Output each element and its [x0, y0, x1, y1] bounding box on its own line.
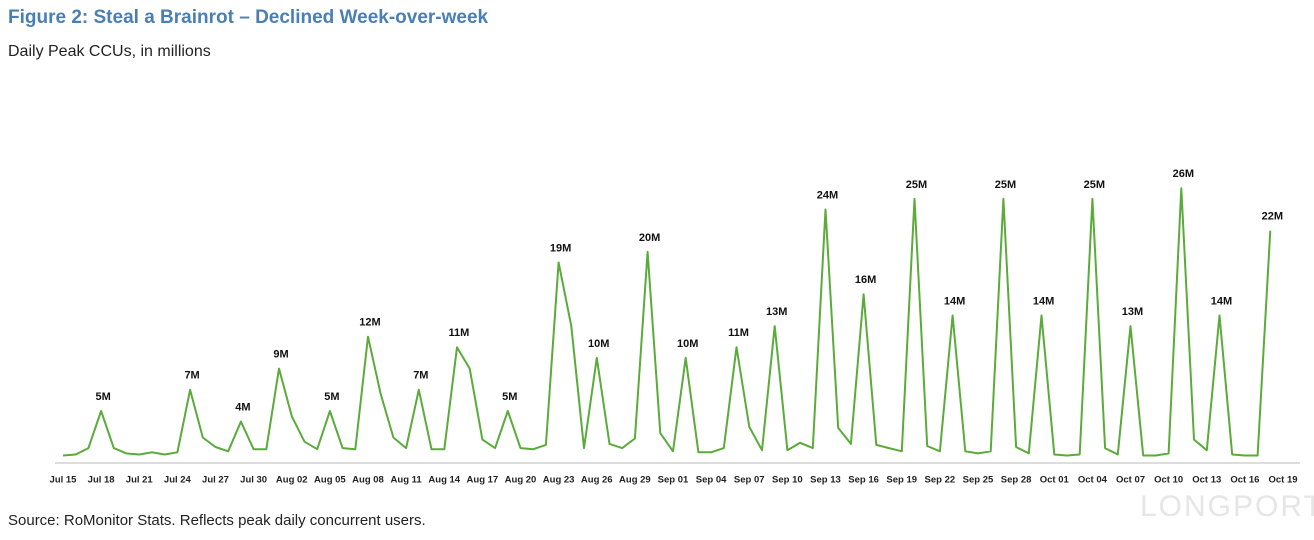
x-tick-label: Oct 16 — [1230, 475, 1259, 486]
x-tick-label: Jul 15 — [50, 475, 78, 486]
watermark: LONGPORT — [1140, 490, 1314, 523]
data-label: 7M — [413, 370, 428, 382]
x-tick-label: Oct 13 — [1192, 475, 1221, 486]
data-label: 4M — [235, 401, 250, 413]
data-label: 5M — [95, 391, 110, 403]
x-tick-label: Oct 07 — [1116, 475, 1145, 486]
source-note: Source: RoMonitor Stats. Reflects peak d… — [8, 512, 426, 529]
data-label: 11M — [449, 327, 470, 339]
data-label: 22M — [1262, 211, 1283, 223]
data-label: 16M — [855, 274, 876, 286]
x-tick-label: Aug 17 — [467, 475, 499, 486]
data-line — [62, 187, 1272, 457]
x-tick-label: Jul 27 — [202, 475, 229, 486]
x-tick-label: Sep 16 — [848, 475, 879, 486]
data-label: 7M — [184, 370, 199, 382]
data-label: 10M — [588, 338, 609, 350]
x-tick-label: Oct 10 — [1154, 475, 1183, 486]
x-tick-label: Oct 19 — [1268, 475, 1297, 486]
data-label: 24M — [817, 189, 838, 201]
data-label: 20M — [639, 232, 660, 244]
x-tick-label: Sep 22 — [925, 475, 956, 486]
x-tick-label: Sep 04 — [696, 475, 727, 486]
x-tick-label: Sep 13 — [810, 475, 841, 486]
x-tick-label: Aug 23 — [543, 475, 575, 486]
chart-subtitle: Daily Peak CCUs, in millions — [8, 43, 211, 60]
x-tick-label: Sep 07 — [734, 475, 765, 486]
x-tick-label: Aug 02 — [276, 475, 308, 486]
data-label: 9M — [273, 348, 288, 360]
chart-title: Figure 2: Steal a Brainrot – Declined We… — [8, 7, 489, 28]
data-label: 13M — [766, 306, 787, 318]
x-tick-label: Sep 10 — [772, 475, 803, 486]
data-label: 5M — [324, 391, 339, 403]
x-tick-label: Aug 11 — [391, 475, 423, 486]
data-label: 11M — [728, 327, 749, 339]
data-label: 26M — [1173, 168, 1194, 180]
data-label: 14M — [1211, 295, 1232, 307]
x-tick-label: Oct 04 — [1078, 475, 1108, 486]
x-tick-label: Sep 25 — [963, 475, 994, 486]
x-tick-label: Jul 24 — [164, 475, 192, 486]
x-tick-label: Aug 29 — [619, 475, 651, 486]
x-tick-label: Jul 18 — [88, 475, 115, 486]
x-tick-label: Oct 01 — [1040, 475, 1070, 486]
x-tick-label: Sep 19 — [886, 475, 917, 486]
data-label: 25M — [995, 179, 1016, 191]
x-tick-label: Sep 28 — [1001, 475, 1032, 486]
x-tick-label: Aug 20 — [505, 475, 537, 486]
x-tick-label: Aug 05 — [314, 475, 346, 486]
data-label: 25M — [906, 179, 927, 191]
data-label: 5M — [502, 391, 517, 403]
data-label: 14M — [1033, 295, 1054, 307]
x-tick-label: Jul 21 — [126, 475, 154, 486]
data-label: 10M — [677, 338, 698, 350]
data-label: 13M — [1122, 306, 1143, 318]
x-tick-label: Aug 08 — [352, 475, 384, 486]
x-tick-label: Jul 30 — [240, 475, 267, 486]
x-tick-label: Aug 14 — [428, 475, 460, 486]
x-tick-label: Sep 01 — [658, 475, 689, 486]
data-label: 19M — [550, 242, 571, 254]
data-label: 14M — [944, 295, 965, 307]
x-tick-label: Aug 26 — [581, 475, 613, 486]
data-label: 25M — [1084, 179, 1105, 191]
data-label: 12M — [359, 317, 380, 329]
